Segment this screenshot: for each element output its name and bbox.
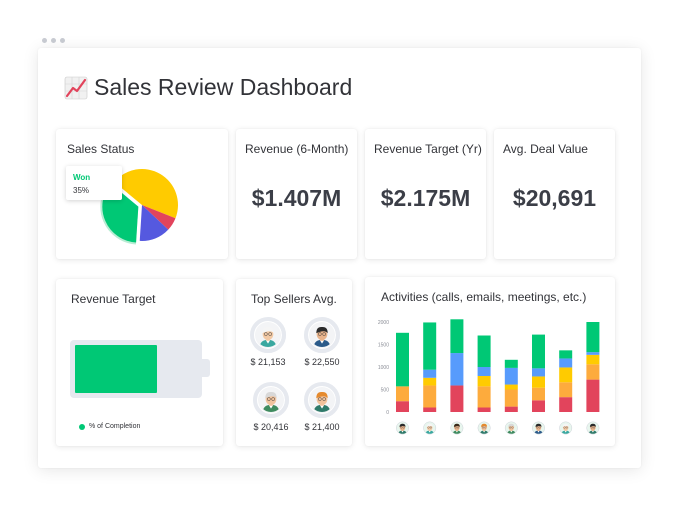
- bar-avatar-icon: [423, 421, 437, 435]
- window-dot[interactable]: [60, 38, 65, 43]
- bar-segment[interactable]: [586, 352, 600, 355]
- kpi-value: $2.175M: [380, 185, 471, 211]
- completion-legend: % of Completion: [79, 423, 140, 430]
- y-tick-label: 2000: [378, 320, 389, 326]
- battery-fill: [75, 345, 157, 393]
- bar-avatar-icon: [532, 421, 545, 435]
- pie-slice[interactable]: [142, 205, 176, 230]
- bar-segment[interactable]: [586, 322, 600, 353]
- sales-status-title: Sales Status: [67, 142, 135, 156]
- seller-avatar-icon: [304, 317, 340, 353]
- bar-avatar-icon: [396, 421, 409, 435]
- bar-avatar-icon: [559, 421, 573, 435]
- seller-item[interactable]: $ 21,153: [243, 316, 293, 367]
- y-tick-label: 1500: [378, 343, 389, 349]
- y-tick-label: 1000: [378, 365, 389, 371]
- bar-avatar-icon: [477, 421, 491, 435]
- seller-value: $ 20,416: [253, 422, 289, 432]
- bar-segment[interactable]: [559, 367, 573, 383]
- top-sellers-card: [236, 279, 352, 446]
- seller-item[interactable]: $ 20,416: [246, 381, 296, 432]
- bar-segment[interactable]: [423, 377, 437, 386]
- kpi-title: Revenue (6-Month): [245, 142, 349, 156]
- kpi-title: Avg. Deal Value: [503, 142, 588, 156]
- seller-avatar-icon: [250, 317, 286, 353]
- y-tick-label: 0: [386, 410, 389, 416]
- revenue-target-title: Revenue Target: [71, 292, 156, 306]
- bar-segment[interactable]: [450, 319, 464, 354]
- kpi-title: Revenue Target (Yr): [374, 142, 482, 156]
- bar-segment[interactable]: [423, 407, 437, 413]
- bar-segment[interactable]: [477, 335, 491, 368]
- bar-segment[interactable]: [504, 359, 518, 368]
- pie-slice[interactable]: [114, 169, 178, 219]
- page-title-text: Sales Review Dashboard: [94, 74, 353, 100]
- seller-item[interactable]: $ 21,400: [297, 381, 347, 432]
- bar-segment[interactable]: [532, 334, 545, 369]
- activities-bar-chart: 0 500 1000 1500 2000: [378, 319, 600, 435]
- kpi-value: $20,691: [512, 185, 597, 211]
- bar-segment[interactable]: [559, 350, 573, 359]
- kpi-value: $1.407M: [251, 185, 342, 211]
- kpi-card-revenue-6-month: Revenue (6-Month) $1.407M: [236, 129, 357, 259]
- sales-status-pie-chart: [100, 169, 178, 245]
- window-dot[interactable]: [42, 38, 47, 43]
- y-tick-label: 500: [381, 388, 390, 394]
- bar-segment[interactable]: [477, 407, 491, 413]
- bar-segment[interactable]: [586, 364, 600, 380]
- bar-segment[interactable]: [504, 384, 518, 390]
- page-title: Sales Review Dashboard: [64, 74, 352, 101]
- window-dot[interactable]: [51, 38, 56, 43]
- legend-label: % of Completion: [89, 423, 141, 430]
- bar-segment[interactable]: [504, 389, 518, 407]
- bar-avatar-icon: [450, 421, 464, 435]
- kpi-card-revenue-target-yr: Revenue Target (Yr) $2.175M: [365, 129, 486, 259]
- chart-increasing-icon: [64, 76, 88, 99]
- bar-segment[interactable]: [559, 397, 573, 412]
- window-controls: [42, 38, 65, 43]
- bar-segment[interactable]: [559, 358, 573, 368]
- tooltip-label: Won: [73, 173, 91, 182]
- bar-segment[interactable]: [532, 376, 545, 388]
- seller-item[interactable]: $ 22,550: [297, 316, 347, 367]
- bar-segment[interactable]: [477, 376, 491, 387]
- seller-value: $ 22,550: [304, 357, 340, 367]
- pie-slice[interactable]: [139, 205, 169, 241]
- seller-avatar-icon: [304, 382, 340, 418]
- bar-segment[interactable]: [504, 406, 518, 412]
- bar-segment[interactable]: [532, 387, 545, 401]
- bar-segment[interactable]: [450, 353, 464, 386]
- bar-segment[interactable]: [586, 379, 600, 412]
- bar-segment[interactable]: [477, 386, 491, 408]
- bar-segment[interactable]: [532, 368, 545, 377]
- bar-segment[interactable]: [586, 354, 600, 365]
- bar-segment[interactable]: [450, 385, 464, 412]
- battery-gauge: [70, 340, 202, 398]
- seller-value: $ 21,400: [304, 422, 340, 432]
- pie-tooltip: Won 35%: [66, 166, 122, 200]
- activities-title: Activities (calls, emails, meetings, etc…: [381, 290, 587, 304]
- tooltip-value: 35%: [73, 186, 90, 195]
- bar-segment[interactable]: [423, 322, 437, 370]
- bar-segment[interactable]: [559, 382, 573, 398]
- seller-value: $ 21,153: [250, 357, 286, 367]
- battery-cap: [202, 359, 210, 377]
- bar-segment[interactable]: [477, 367, 491, 376]
- bar-avatar-icon: [504, 421, 518, 435]
- bar-segment[interactable]: [396, 401, 409, 412]
- bar-segment[interactable]: [423, 385, 437, 408]
- seller-avatar-icon: [253, 382, 289, 418]
- bar-segment[interactable]: [423, 369, 437, 378]
- top-sellers-title: Top Sellers Avg.: [251, 292, 337, 306]
- bar-avatar-icon: [586, 421, 600, 435]
- kpi-card-avg-deal-value: Avg. Deal Value $20,691: [494, 129, 615, 259]
- bar-segment[interactable]: [504, 367, 518, 385]
- bar-segment[interactable]: [396, 332, 409, 387]
- legend-dot: [79, 423, 85, 430]
- bar-segment[interactable]: [532, 400, 545, 412]
- bar-segment[interactable]: [396, 386, 409, 402]
